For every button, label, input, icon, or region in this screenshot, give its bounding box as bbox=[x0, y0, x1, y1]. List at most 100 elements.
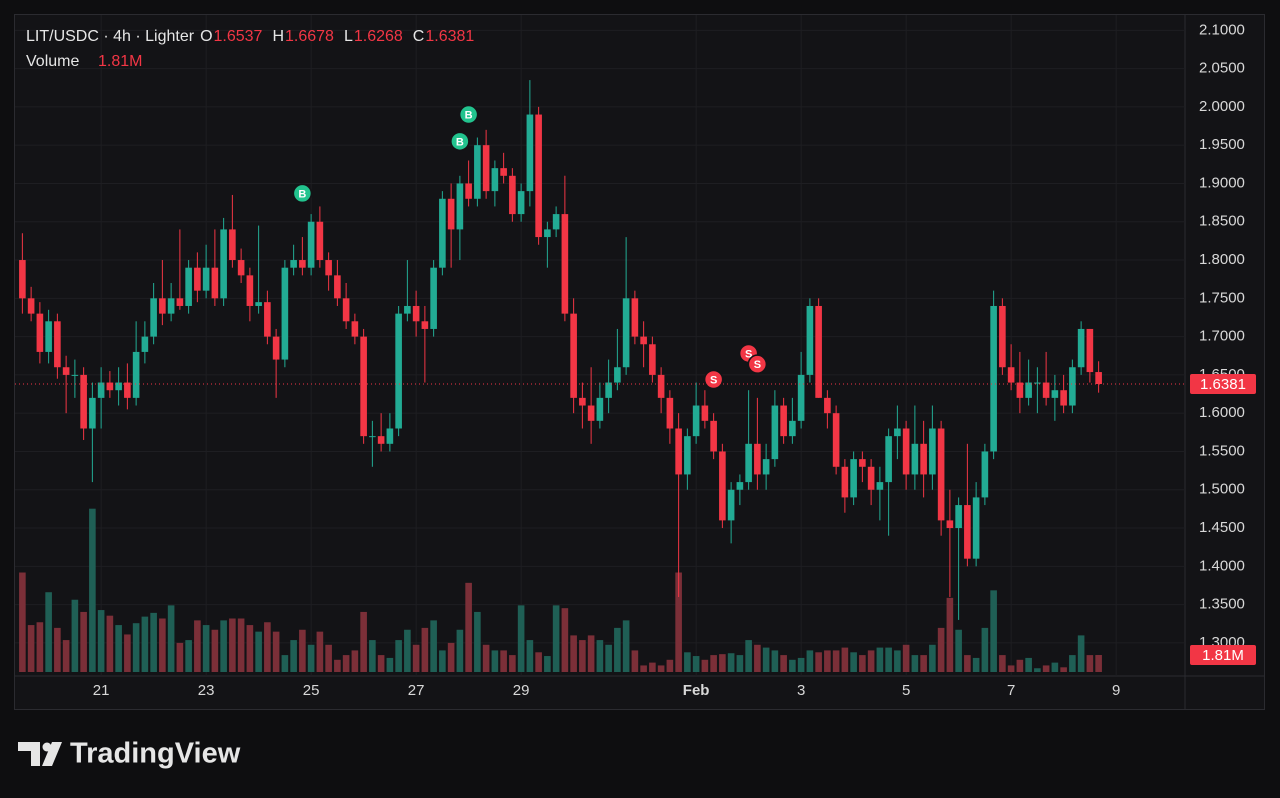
volume-bar bbox=[797, 657, 805, 672]
candle-body bbox=[1077, 328, 1085, 368]
volume-bar bbox=[640, 665, 647, 672]
volume-bar bbox=[167, 605, 175, 672]
volume-bar bbox=[19, 572, 26, 672]
candle-body bbox=[972, 497, 980, 559]
volume-bar bbox=[666, 659, 674, 672]
y-tick-label: 1.7500 bbox=[1199, 289, 1245, 306]
candle-body bbox=[141, 336, 149, 352]
volume-bar bbox=[447, 642, 455, 672]
volume-bar bbox=[255, 631, 262, 672]
volume-bar bbox=[780, 655, 787, 672]
volume-bar bbox=[972, 657, 980, 672]
volume-bar bbox=[54, 627, 61, 672]
volume-bar bbox=[211, 629, 219, 672]
volume-bar bbox=[579, 640, 586, 672]
x-tick-label: 5 bbox=[902, 682, 910, 699]
logo-slash bbox=[42, 742, 62, 766]
volume-bar bbox=[421, 627, 429, 672]
candle-body bbox=[684, 436, 691, 475]
candle-body bbox=[964, 505, 971, 559]
signal-label: S bbox=[710, 374, 717, 386]
ohlc-letter: C bbox=[413, 28, 425, 45]
volume-bar bbox=[299, 629, 306, 672]
candle-body bbox=[675, 428, 682, 475]
volume-bar bbox=[832, 650, 840, 672]
candle-body bbox=[465, 183, 472, 199]
signal-label: B bbox=[456, 136, 464, 148]
candle-body bbox=[421, 321, 429, 329]
volume-bar bbox=[80, 611, 87, 672]
volume-bar bbox=[587, 635, 595, 672]
candle-body bbox=[185, 267, 192, 306]
y-tick-label: 1.4000 bbox=[1199, 557, 1245, 574]
candle-body bbox=[45, 321, 52, 352]
volume-bar bbox=[710, 655, 717, 672]
volume-bar bbox=[1069, 655, 1076, 672]
ohlc-value: 1.6381 bbox=[425, 28, 474, 45]
candle-body bbox=[937, 428, 945, 521]
signal-marker bbox=[747, 354, 768, 374]
candle-body bbox=[272, 336, 280, 360]
volume-bar bbox=[1077, 635, 1085, 672]
candle-body bbox=[587, 405, 595, 421]
volume-bar bbox=[482, 644, 490, 672]
volume-bar bbox=[762, 647, 770, 672]
volume-bar bbox=[561, 608, 569, 672]
volume-bar bbox=[745, 640, 752, 672]
candle-body bbox=[1034, 382, 1041, 384]
candle-body bbox=[202, 267, 210, 291]
candle-body bbox=[885, 436, 892, 483]
signal-marker bbox=[703, 369, 724, 390]
candle-body bbox=[517, 191, 525, 215]
candle-body bbox=[491, 168, 499, 192]
candle-body bbox=[97, 382, 105, 398]
candle-body bbox=[719, 451, 726, 521]
candle-body bbox=[920, 443, 927, 475]
ohlc-header: O 1.6537 H 1.6678 L 1.6268 C 1.6381 bbox=[200, 28, 474, 45]
candle-body bbox=[36, 313, 44, 352]
ohlc-value: 1.6537 bbox=[214, 28, 263, 45]
candle-body bbox=[19, 260, 26, 299]
volume-bar bbox=[36, 622, 44, 672]
x-tick-label: 25 bbox=[303, 682, 320, 699]
candle-body bbox=[561, 214, 569, 314]
candle-body bbox=[955, 505, 962, 529]
y-tick-label: 1.5000 bbox=[1199, 481, 1245, 498]
volume-bar bbox=[955, 629, 962, 672]
candle-body bbox=[1060, 390, 1067, 406]
volume-bar bbox=[89, 508, 96, 672]
volume-bar bbox=[439, 650, 446, 672]
volume-bar bbox=[307, 644, 315, 672]
volume-bar bbox=[552, 605, 560, 672]
volume-bar bbox=[596, 640, 604, 672]
ohlc-letter: O bbox=[200, 28, 212, 45]
y-tick-label: 1.8000 bbox=[1199, 251, 1245, 268]
candle-body bbox=[859, 459, 866, 467]
x-tick-label: 3 bbox=[797, 682, 805, 699]
candle-body bbox=[579, 397, 586, 406]
volume-bar bbox=[27, 625, 35, 672]
candle-body bbox=[27, 298, 35, 314]
volume-bar bbox=[1007, 665, 1015, 672]
volume-bar bbox=[1025, 657, 1032, 672]
candle-body bbox=[832, 413, 840, 467]
volume-bar bbox=[526, 640, 534, 672]
candle-body bbox=[701, 405, 709, 421]
candle-body bbox=[780, 405, 787, 437]
candle-body bbox=[500, 168, 507, 176]
y-tick-label: 2.0500 bbox=[1199, 60, 1245, 77]
candle-body bbox=[342, 298, 350, 322]
candle-body bbox=[666, 397, 674, 429]
candle-body bbox=[115, 382, 122, 391]
candle-body bbox=[80, 374, 87, 429]
candle-body bbox=[509, 175, 516, 215]
volume-bar bbox=[894, 650, 901, 672]
candle-body bbox=[482, 145, 490, 192]
ohlc-value: 1.6268 bbox=[354, 28, 403, 45]
candle-body bbox=[815, 305, 822, 398]
x-tick-label: 29 bbox=[513, 682, 530, 699]
volume-bar bbox=[430, 620, 437, 672]
candle-body bbox=[360, 336, 367, 437]
candle-body bbox=[622, 298, 630, 368]
candle-body bbox=[754, 443, 761, 475]
